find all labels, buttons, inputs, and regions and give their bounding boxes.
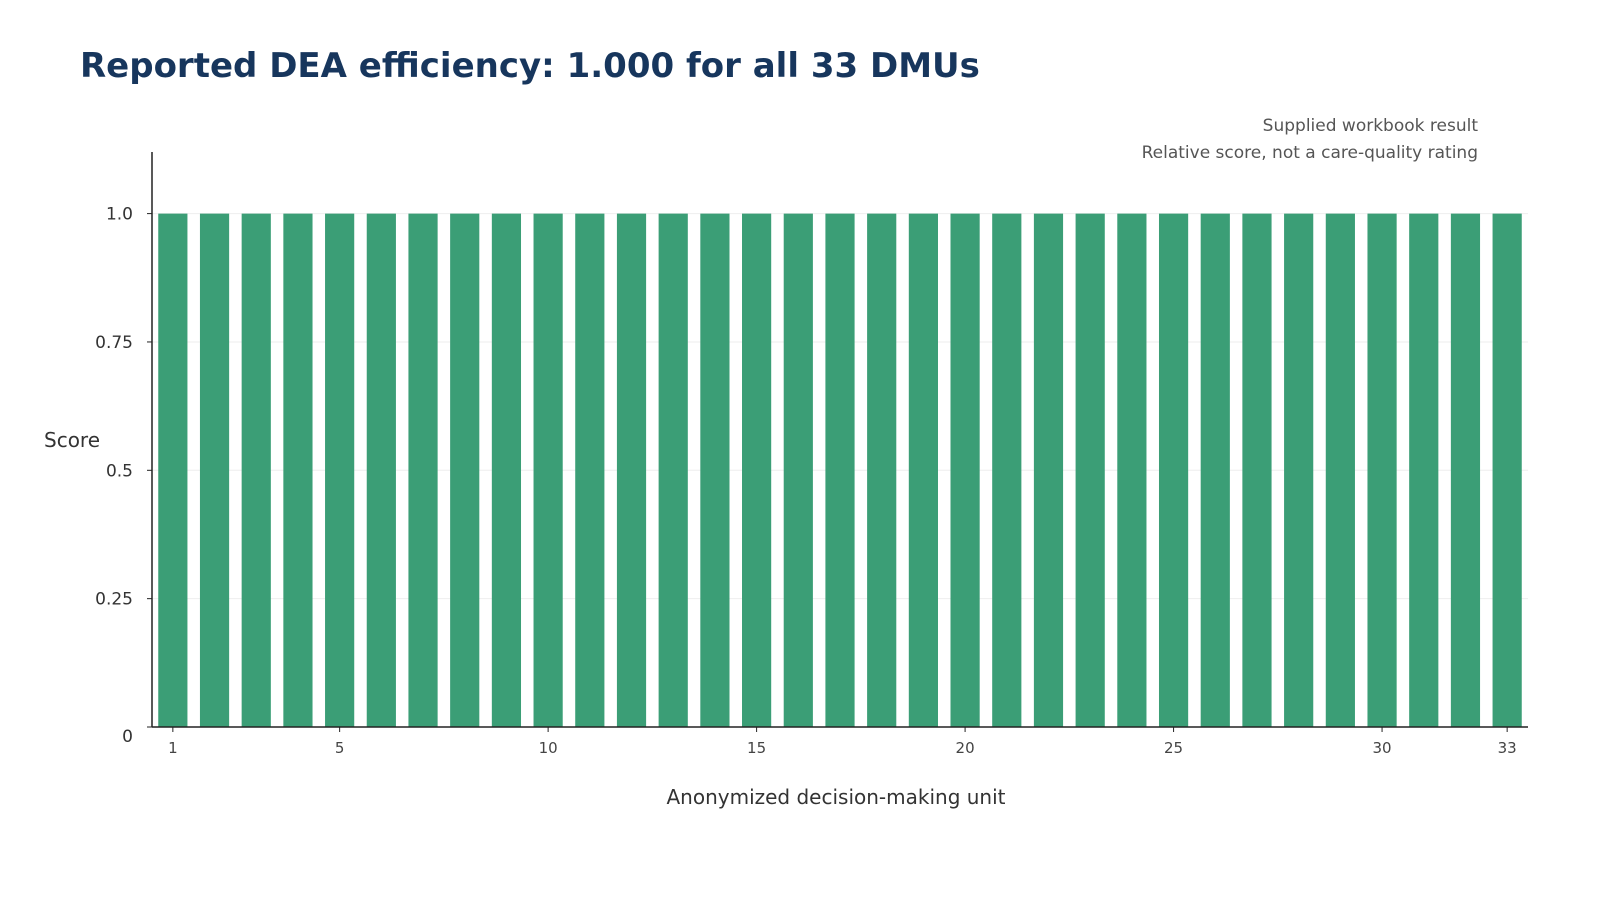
x-tick-label: 1	[168, 739, 178, 757]
bar-dmu-4	[283, 213, 313, 727]
bar-dmu-33	[1492, 213, 1522, 727]
bar-dmu-6	[366, 213, 396, 727]
bar-dmu-16	[783, 213, 813, 727]
bar-dmu-26	[1200, 213, 1230, 727]
x-tick-label: 20	[956, 739, 975, 757]
bar-dmu-20	[950, 213, 980, 727]
bar-dmu-15	[742, 213, 772, 727]
bar-dmu-17	[825, 213, 855, 727]
bar-dmu-11	[575, 213, 605, 727]
y-tick-label: 0.75	[95, 333, 133, 353]
bar-dmu-10	[533, 213, 563, 727]
bar-dmu-27	[1242, 213, 1272, 727]
bar-dmu-1	[158, 213, 188, 727]
bar-dmu-31	[1409, 213, 1439, 727]
bar-dmu-18	[867, 213, 897, 727]
chart-title: Reported DEA efficiency: 1.000 for all 3…	[80, 46, 980, 86]
y-axis-label: Score	[44, 428, 101, 452]
annotation-workbook: Supplied workbook result	[1262, 116, 1478, 136]
x-tick-label: 15	[747, 739, 766, 757]
bar-dmu-13	[658, 213, 688, 727]
bar-dmu-32	[1450, 213, 1481, 727]
x-tick-label: 33	[1498, 739, 1517, 757]
y-tick-label: 0.5	[106, 461, 133, 481]
annotation-relative-score: Relative score, not a care-quality ratin…	[1141, 143, 1478, 163]
bar-dmu-9	[491, 213, 522, 727]
y-tick-label: 0	[122, 727, 133, 747]
bar-dmu-8	[450, 213, 480, 727]
bar-dmu-23	[1075, 213, 1105, 727]
bar-dmu-19	[908, 213, 938, 727]
bar-dmu-12	[616, 213, 647, 727]
bar-dmu-14	[700, 213, 730, 727]
bar-dmu-22	[1033, 213, 1064, 727]
bar-dmu-24	[1117, 213, 1147, 727]
x-tick-label: 5	[335, 739, 345, 757]
x-tick-label: 25	[1164, 739, 1183, 757]
y-tick-label: 0.25	[95, 590, 133, 610]
bar-dmu-25	[1158, 213, 1189, 727]
bar-dmu-2	[199, 213, 230, 727]
bar-dmu-30	[1367, 213, 1397, 727]
bar-dmu-5	[325, 213, 355, 727]
bar-dmu-28	[1284, 213, 1314, 727]
bar-dmu-3	[241, 213, 271, 727]
y-tick-label: 1.0	[106, 205, 133, 225]
bar-dmu-29	[1325, 213, 1355, 727]
x-tick-label: 10	[539, 739, 558, 757]
x-axis-label: Anonymized decision-making unit	[666, 785, 1006, 809]
bar-dmu-7	[408, 213, 438, 727]
bar-dmu-21	[992, 213, 1022, 727]
x-tick-label: 30	[1373, 739, 1392, 757]
